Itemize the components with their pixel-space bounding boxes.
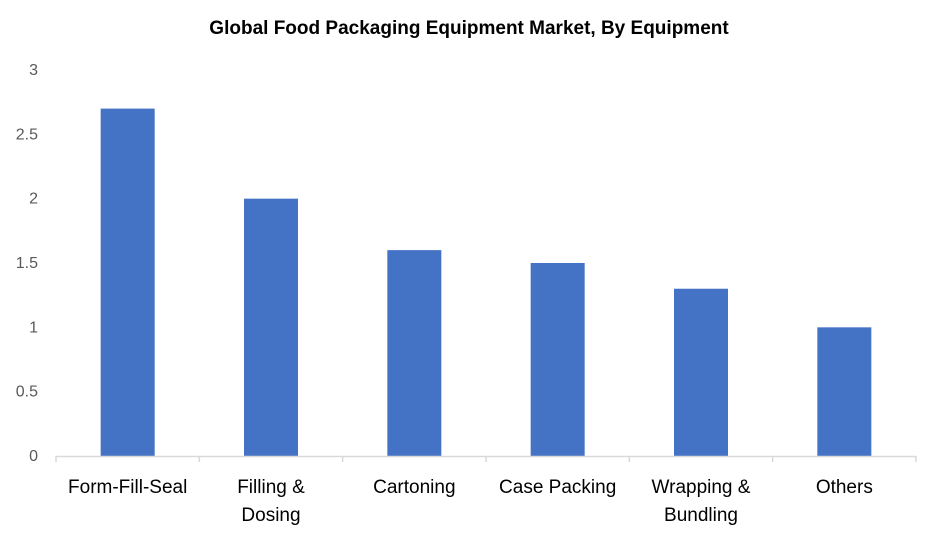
bar bbox=[387, 250, 442, 456]
y-tick-label: 0 bbox=[29, 448, 38, 465]
y-tick-label: 3 bbox=[29, 62, 38, 79]
bar bbox=[244, 198, 298, 456]
y-axis-tick-labels: 0 0.5 1 1.5 2 2.5 3 bbox=[16, 62, 38, 465]
bar bbox=[674, 288, 728, 456]
x-category-label: Dosing bbox=[241, 505, 300, 526]
y-tick-label: 1 bbox=[29, 319, 38, 336]
x-category-label: Form-Fill-Seal bbox=[68, 477, 187, 498]
y-tick-label: 0.5 bbox=[16, 384, 38, 401]
y-tick-label: 2.5 bbox=[16, 126, 38, 143]
bar bbox=[817, 327, 872, 456]
x-axis-category-labels: Form-Fill-Seal Filling & Dosing Cartoning Ca… bbox=[68, 477, 873, 526]
x-axis bbox=[55, 455, 917, 462]
bars bbox=[100, 108, 872, 456]
x-category-label: Bundling bbox=[664, 505, 738, 526]
x-category-label: Others bbox=[816, 477, 873, 498]
x-category-label: Case Packing bbox=[499, 477, 616, 498]
x-category-label: Cartoning bbox=[373, 477, 455, 498]
x-category-label: Wrapping & bbox=[652, 477, 751, 498]
x-category-label: Filling & bbox=[237, 477, 305, 498]
chart-title: Global Food Packaging Equipment Market, … bbox=[209, 18, 729, 39]
bar bbox=[100, 108, 155, 456]
bar bbox=[530, 263, 585, 456]
y-tick-label: 2 bbox=[29, 191, 38, 208]
y-tick-label: 1.5 bbox=[16, 255, 38, 272]
